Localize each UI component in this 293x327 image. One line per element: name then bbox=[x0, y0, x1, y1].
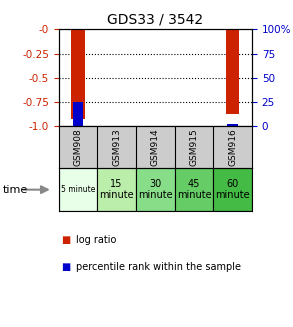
Text: 15
minute: 15 minute bbox=[99, 179, 134, 200]
Text: 45
minute: 45 minute bbox=[177, 179, 211, 200]
Text: ■: ■ bbox=[62, 262, 71, 271]
Bar bbox=[59, 168, 97, 211]
Bar bbox=[136, 168, 175, 211]
Bar bbox=[227, 124, 238, 126]
Text: 5 minute: 5 minute bbox=[61, 185, 95, 194]
Text: 30
minute: 30 minute bbox=[138, 179, 173, 200]
Text: percentile rank within the sample: percentile rank within the sample bbox=[76, 262, 241, 271]
Bar bbox=[97, 168, 136, 211]
Text: GSM908: GSM908 bbox=[74, 128, 82, 166]
Bar bbox=[175, 168, 213, 211]
Text: GSM916: GSM916 bbox=[228, 128, 237, 166]
Text: ■: ■ bbox=[62, 235, 71, 245]
Text: log ratio: log ratio bbox=[76, 235, 117, 245]
Text: 60
minute: 60 minute bbox=[215, 179, 250, 200]
Text: time: time bbox=[3, 185, 28, 195]
Text: GSM915: GSM915 bbox=[190, 128, 198, 166]
Text: GSM914: GSM914 bbox=[151, 128, 160, 166]
Bar bbox=[213, 168, 252, 211]
Text: GSM913: GSM913 bbox=[112, 128, 121, 166]
Bar bbox=[71, 29, 85, 119]
Bar bbox=[73, 102, 83, 126]
Title: GDS33 / 3542: GDS33 / 3542 bbox=[107, 13, 203, 27]
Bar bbox=[226, 29, 239, 114]
